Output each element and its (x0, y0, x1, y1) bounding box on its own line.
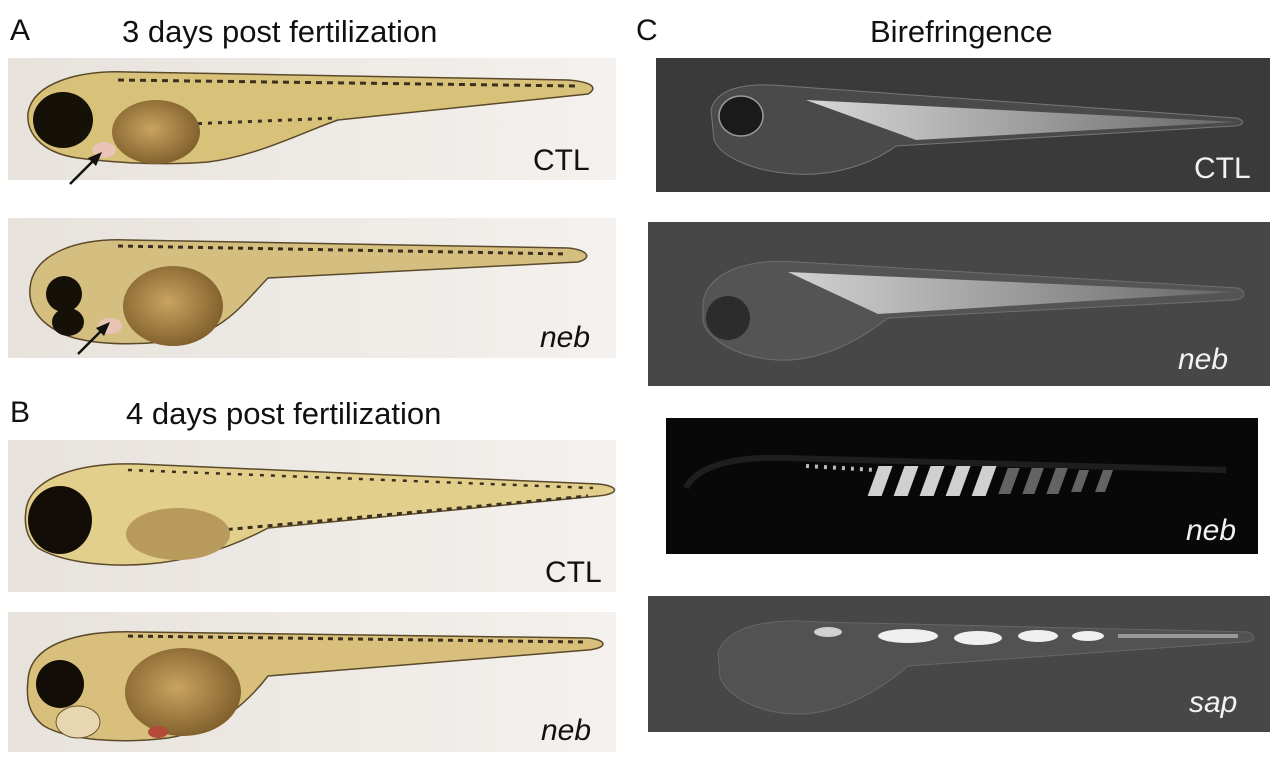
birefringence-photo-ctl (656, 58, 1270, 192)
label-a-ctl: CTL (533, 144, 590, 177)
panel-a-title: 3 days post fertilization (122, 14, 438, 49)
panel-letter-c: C (636, 14, 658, 47)
label-a-neb: neb (540, 321, 591, 354)
birefringence-photo-neb-2 (666, 418, 1258, 554)
larva-photo-b-ctl (8, 440, 616, 592)
label-b-ctl: CTL (545, 556, 602, 589)
arrow-icon (69, 152, 102, 185)
label-c-sap: sap (1189, 686, 1238, 719)
panel-letter-a: A (10, 14, 31, 47)
arrow-icon (77, 322, 110, 355)
label-c-neb-2: neb (1186, 514, 1237, 547)
larva-photo-b-neb (8, 612, 616, 752)
larva-photo-a-neb (8, 218, 616, 358)
birefringence-photo-sap (648, 596, 1270, 732)
larva-photo-a-ctl (8, 58, 616, 180)
label-b-neb: neb (541, 714, 592, 747)
panel-b-title: 4 days post fertilization (126, 396, 442, 431)
birefringence-photo-neb-1 (648, 222, 1270, 386)
panel-c-title: Birefringence (870, 14, 1053, 49)
label-c-neb-1: neb (1178, 343, 1229, 376)
panel-letter-b: B (10, 396, 31, 429)
label-c-ctl: CTL (1194, 152, 1251, 185)
